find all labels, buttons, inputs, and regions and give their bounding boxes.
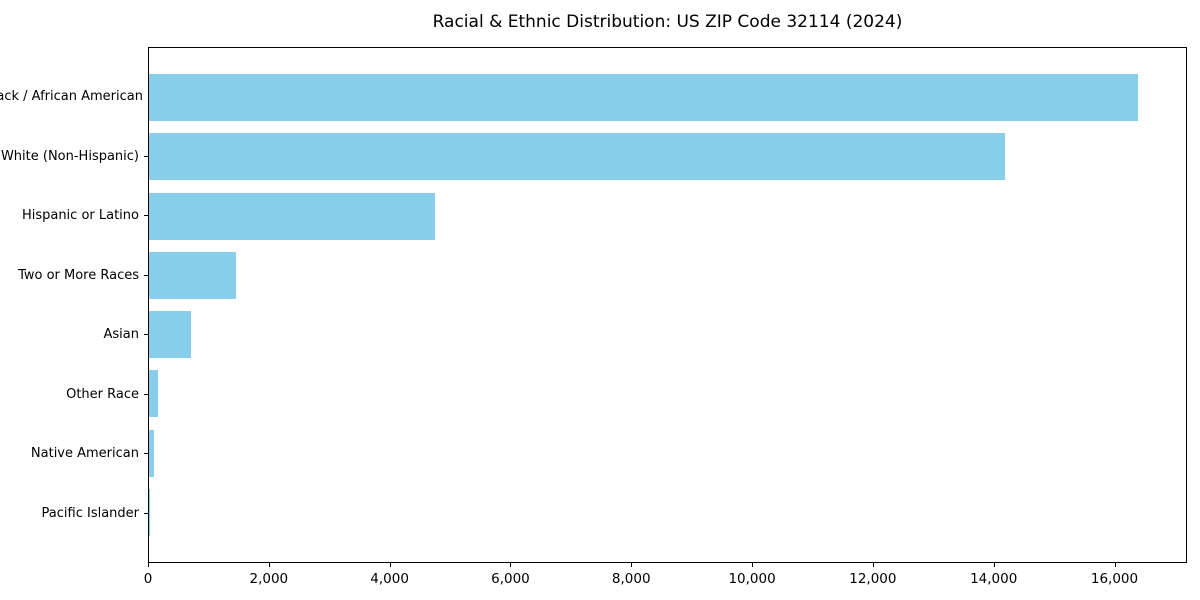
plot-area (148, 47, 1187, 563)
bar-band (149, 424, 1186, 483)
y-tick: White (Non-Hispanic) (0, 127, 148, 187)
y-tick: Two or More Races (0, 246, 148, 306)
bar-band (149, 246, 1186, 305)
y-tick-mark (144, 155, 148, 157)
bar (149, 488, 151, 536)
x-tick-label: 6,000 (491, 571, 530, 587)
x-tick-label: 14,000 (970, 571, 1018, 587)
x-tick-mark (389, 563, 391, 567)
bar (149, 192, 436, 240)
x-tick-mark (993, 563, 995, 567)
bar (149, 133, 1006, 181)
x-tick-mark (752, 563, 754, 567)
x-tick-mark (268, 563, 270, 567)
x-tick-mark (872, 563, 874, 567)
bar-band (149, 187, 1186, 246)
y-tick-label: Other Race (66, 386, 139, 402)
bar (149, 74, 1138, 122)
bar (149, 251, 237, 299)
y-tick-label: Two or More Races (18, 267, 139, 283)
y-tick: Hispanic or Latino (0, 186, 148, 246)
x-tick-mark (148, 563, 149, 567)
chart-title: Racial & Ethnic Distribution: US ZIP Cod… (432, 12, 903, 32)
bar-band (149, 483, 1186, 542)
y-tick: Pacific Islander (0, 484, 148, 544)
x-tick-label: 0 (143, 571, 153, 587)
x-tick-label: 16,000 (1090, 571, 1139, 587)
x-tick-label: 12,000 (849, 571, 897, 587)
x-tick-mark (631, 563, 633, 567)
bar (149, 370, 159, 418)
y-tick: Black / African American (0, 67, 148, 127)
y-tick-label: Hispanic or Latino (21, 208, 139, 224)
x-axis: 0 2,000 4,000 6,000 8,000 10,000 12,000 14,000 1… (144, 563, 1187, 595)
y-axis-labels: Black / African American White (Non-Hispa… (0, 47, 148, 563)
y-tick-label: Black / African American (0, 89, 143, 105)
y-tick-mark (144, 453, 148, 455)
y-tick: Asian (0, 305, 148, 365)
bar-band (149, 127, 1186, 186)
bar (149, 311, 192, 359)
y-tick-mark (144, 512, 148, 514)
bar-band (149, 364, 1186, 423)
y-tick: Native American (0, 424, 148, 484)
bar-band (149, 305, 1186, 364)
x-tick-label: 4,000 (370, 571, 409, 587)
x-tick-label: 10,000 (728, 571, 776, 587)
y-tick-mark (144, 334, 148, 336)
bar-band (149, 68, 1186, 127)
y-tick-mark (144, 215, 148, 217)
x-tick-mark (1114, 563, 1116, 567)
y-tick-mark (144, 393, 148, 395)
x-tick-mark (510, 563, 512, 567)
y-tick: Other Race (0, 365, 148, 425)
y-tick-label: Native American (30, 446, 139, 462)
x-tick-label: 2,000 (249, 571, 289, 587)
y-tick-label: White (Non-Hispanic) (0, 148, 139, 164)
x-tick-label: 8,000 (611, 571, 651, 587)
y-tick-mark (144, 274, 148, 276)
y-tick-label: Asian (103, 327, 139, 343)
y-tick-label: Pacific Islander (41, 505, 139, 521)
bar (149, 429, 155, 477)
